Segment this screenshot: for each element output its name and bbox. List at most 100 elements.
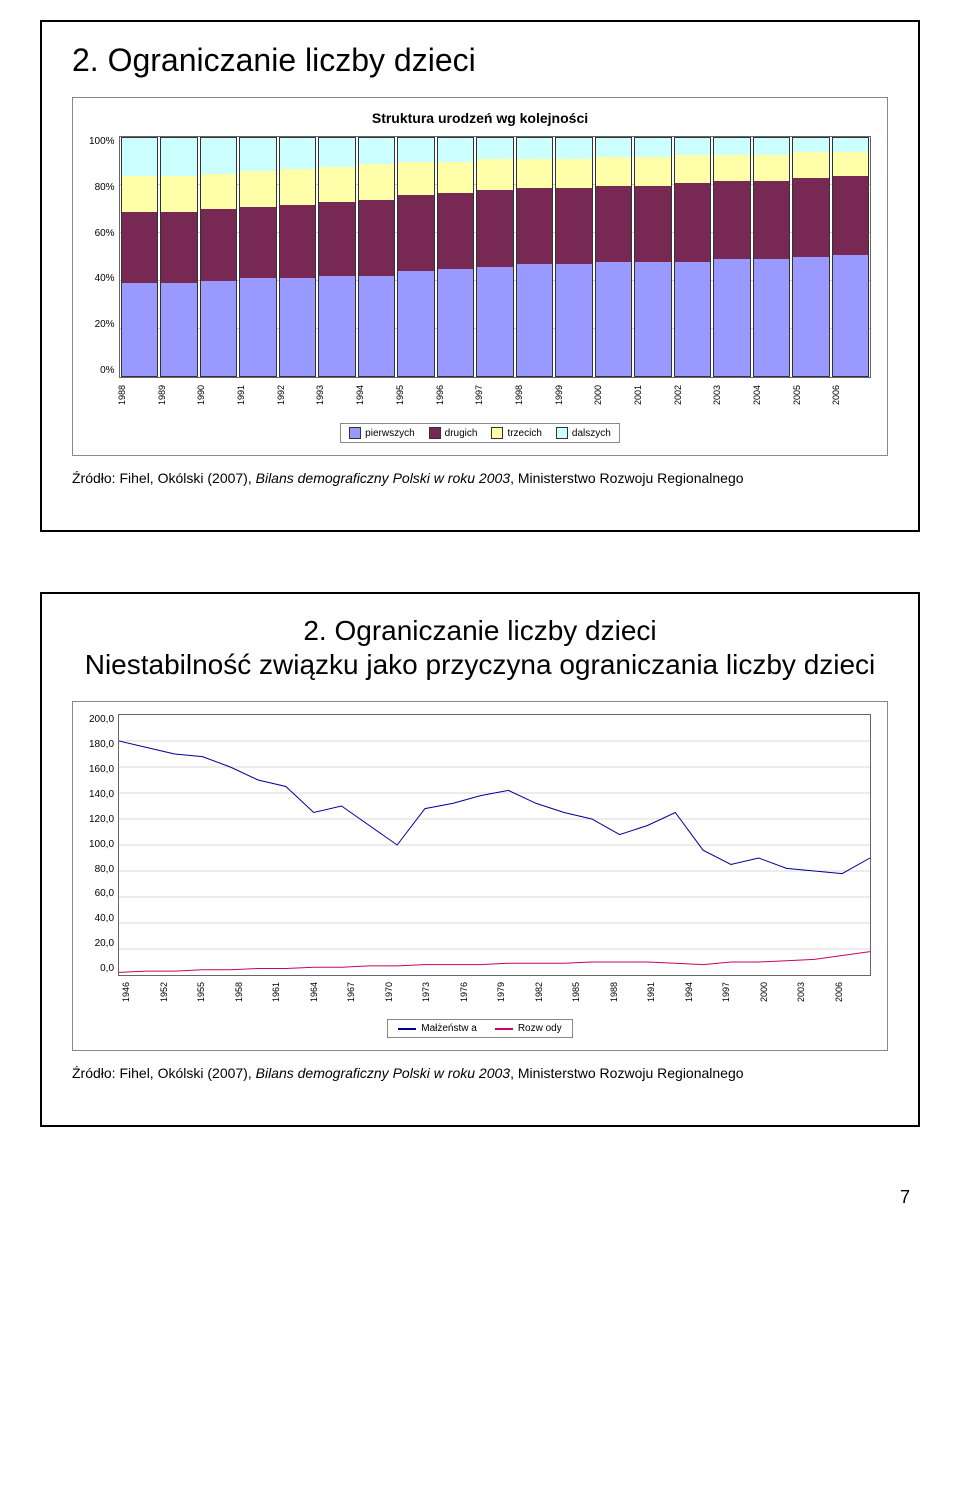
line-ytick: 180,0 — [89, 739, 114, 750]
line-legend-item: Małżeństw a — [398, 1023, 477, 1034]
bar-segment — [556, 188, 592, 264]
slide-2: 2. Ograniczanie liczby dzieci Niestabiln… — [40, 592, 920, 1127]
line-xtick: 1970 — [384, 976, 422, 1011]
bar-segment — [833, 152, 869, 176]
bar-column — [200, 137, 238, 377]
bar-segment — [477, 267, 513, 376]
bar-segment — [556, 138, 592, 159]
line-xtick: 2003 — [796, 976, 834, 1011]
line-legend-item: Rozw ody — [495, 1023, 562, 1034]
bar-segment — [122, 283, 158, 376]
bar-segment — [477, 190, 513, 266]
bar-segment — [714, 181, 750, 260]
bar-xtick: 2006 — [831, 378, 871, 415]
line-xtick: 1973 — [421, 976, 459, 1011]
bar-ytick: 0% — [100, 365, 114, 376]
bar-segment — [438, 193, 474, 269]
legend-swatch — [349, 427, 361, 439]
legend-label: dalszych — [572, 428, 611, 439]
bar-segment — [635, 262, 671, 376]
bar-segment — [517, 138, 553, 159]
bar-segment — [635, 157, 671, 186]
slide2-line-area: 0,020,040,060,080,0100,0120,0140,0160,01… — [89, 714, 871, 976]
bar-segment — [280, 278, 316, 376]
bar-column — [595, 137, 633, 377]
line-xtick: 2000 — [759, 976, 797, 1011]
bar-segment — [675, 183, 711, 262]
bar-segment — [596, 157, 632, 186]
legend-swatch — [429, 427, 441, 439]
bar-segment — [754, 138, 790, 155]
bar-segment — [754, 259, 790, 376]
bar-segment — [833, 138, 869, 152]
bar-ytick: 40% — [95, 273, 115, 284]
slide1-bar-area: 100%80%60%40%20%0% — [89, 136, 871, 378]
bar-column — [160, 137, 198, 377]
bar-xtick: 1994 — [355, 378, 395, 415]
slide1-title: 2. Ograniczanie liczby dzieci — [72, 42, 888, 79]
bar-segment — [280, 138, 316, 169]
legend-label: Rozw ody — [518, 1023, 562, 1034]
legend-swatch — [556, 427, 568, 439]
bar-column — [121, 137, 159, 377]
bar-segment — [793, 178, 829, 257]
slide2-chart-frame: 0,020,040,060,080,0100,0120,0140,0160,01… — [72, 701, 888, 1051]
line-xtick: 1988 — [609, 976, 647, 1011]
bar-xtick: 2002 — [673, 378, 713, 415]
bar-xtick: 1996 — [435, 378, 475, 415]
bar-column — [239, 137, 277, 377]
bar-segment — [517, 188, 553, 264]
bar-segment — [596, 262, 632, 376]
bar-segment — [240, 138, 276, 171]
bar-segment — [714, 155, 750, 181]
line-legend: Małżeństw a Rozw ody — [387, 1019, 572, 1038]
line-xtick: 1967 — [346, 976, 384, 1011]
line-xtick: 1997 — [721, 976, 759, 1011]
bar-ytick: 100% — [89, 136, 115, 147]
legend-line-swatch — [398, 1028, 416, 1030]
bar-segment — [477, 138, 513, 159]
bar-segment — [556, 264, 592, 376]
bar-segment — [675, 138, 711, 155]
bar-xtick: 1993 — [315, 378, 355, 415]
line-xtick: 1958 — [234, 976, 272, 1011]
bar-column — [279, 137, 317, 377]
slide2-title: 2. Ograniczanie liczby dzieci Niestabiln… — [72, 614, 888, 681]
bar-plot — [119, 136, 871, 378]
bar-segment — [517, 264, 553, 376]
bar-column — [555, 137, 593, 377]
line-svg — [119, 715, 870, 975]
bar-segment — [438, 162, 474, 193]
bar-xtick: 1997 — [474, 378, 514, 415]
bar-segment — [398, 138, 434, 162]
legend-swatch — [491, 427, 503, 439]
bar-xtick: 1999 — [554, 378, 594, 415]
bar-segment — [122, 212, 158, 283]
bar-xtick: 1995 — [395, 378, 435, 415]
bar-ytick: 20% — [95, 319, 115, 330]
bar-segment — [319, 276, 355, 376]
bar-segment — [754, 181, 790, 260]
line-xtick: 2006 — [834, 976, 872, 1011]
bar-column — [476, 137, 514, 377]
bar-segment — [596, 138, 632, 157]
line-xtick: 1985 — [571, 976, 609, 1011]
line-ytick: 160,0 — [89, 764, 114, 775]
bar-xtick: 1992 — [276, 378, 316, 415]
line-xtick: 1976 — [459, 976, 497, 1011]
bar-segment — [240, 278, 276, 376]
source-prefix: Źródło: Fihel, Okólski (2007), — [72, 1065, 256, 1081]
slide1-chart-title: Struktura urodzeń wg kolejności — [89, 110, 871, 126]
line-xtick: 1964 — [309, 976, 347, 1011]
bar-segment — [201, 281, 237, 376]
bar-segment — [240, 207, 276, 278]
bar-legend-item: pierwszych — [349, 427, 414, 439]
line-ytick: 200,0 — [89, 714, 114, 725]
legend-label: pierwszych — [365, 428, 414, 439]
bar-cols — [120, 137, 870, 377]
line-ytick: 80,0 — [95, 864, 114, 875]
bar-segment — [359, 164, 395, 200]
line-ytick: 0,0 — [100, 963, 114, 974]
bar-segment — [359, 138, 395, 164]
line-xtick: 1991 — [646, 976, 684, 1011]
